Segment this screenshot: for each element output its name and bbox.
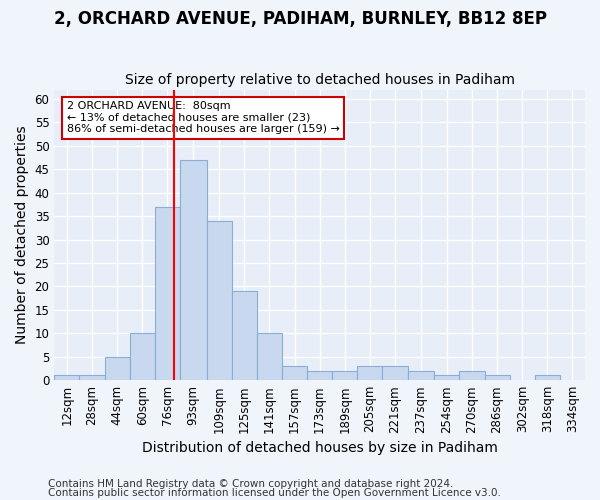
Bar: [332, 371, 358, 380]
Bar: [307, 371, 332, 380]
Text: 2 ORCHARD AVENUE:  80sqm
← 13% of detached houses are smaller (23)
86% of semi-d: 2 ORCHARD AVENUE: 80sqm ← 13% of detache…: [67, 102, 340, 134]
Bar: [485, 376, 509, 380]
Title: Size of property relative to detached houses in Padiham: Size of property relative to detached ho…: [125, 73, 515, 87]
Bar: [130, 334, 155, 380]
Bar: [257, 334, 282, 380]
Bar: [382, 366, 407, 380]
Bar: [155, 206, 180, 380]
Bar: [434, 376, 460, 380]
Text: Contains HM Land Registry data © Crown copyright and database right 2024.: Contains HM Land Registry data © Crown c…: [48, 479, 454, 489]
Bar: [407, 371, 434, 380]
Bar: [232, 291, 257, 380]
Bar: [206, 221, 232, 380]
X-axis label: Distribution of detached houses by size in Padiham: Distribution of detached houses by size …: [142, 441, 497, 455]
Bar: [460, 371, 485, 380]
Bar: [535, 376, 560, 380]
Bar: [104, 356, 130, 380]
Bar: [79, 376, 104, 380]
Text: 2, ORCHARD AVENUE, PADIHAM, BURNLEY, BB12 8EP: 2, ORCHARD AVENUE, PADIHAM, BURNLEY, BB1…: [53, 10, 547, 28]
Bar: [358, 366, 382, 380]
Y-axis label: Number of detached properties: Number of detached properties: [15, 126, 29, 344]
Bar: [180, 160, 206, 380]
Bar: [54, 376, 79, 380]
Text: Contains public sector information licensed under the Open Government Licence v3: Contains public sector information licen…: [48, 488, 501, 498]
Bar: [282, 366, 307, 380]
